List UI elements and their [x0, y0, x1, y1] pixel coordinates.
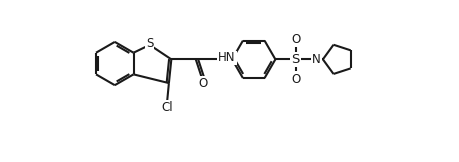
Text: O: O — [198, 77, 207, 90]
Text: HN: HN — [218, 52, 235, 64]
Text: N: N — [312, 53, 320, 66]
Text: S: S — [146, 37, 153, 50]
Text: S: S — [291, 53, 299, 66]
Text: O: O — [291, 73, 300, 86]
Text: Cl: Cl — [161, 101, 173, 114]
Text: O: O — [291, 33, 300, 46]
